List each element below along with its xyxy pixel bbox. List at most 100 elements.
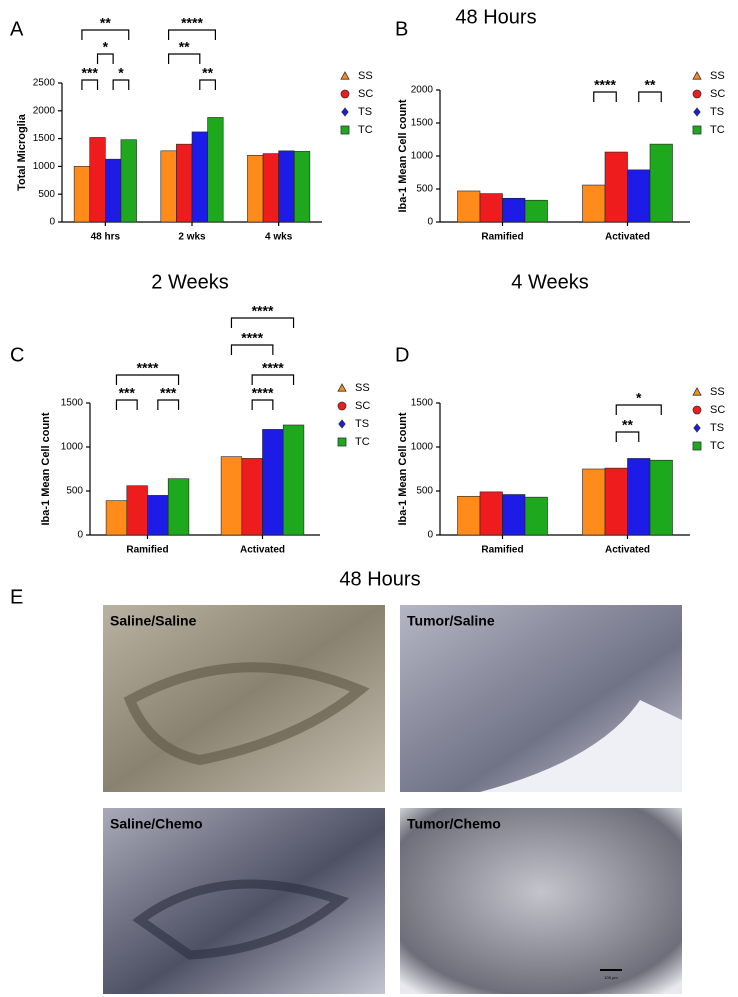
tissue-layer [123, 662, 370, 766]
image-label: Tumor/Chemo [407, 816, 501, 832]
legend-marker [338, 419, 346, 429]
significance-bracket [251, 374, 295, 385]
legend-marker [692, 71, 702, 80]
legend-label: SS [355, 382, 370, 394]
image-label: Saline/Chemo [110, 816, 203, 832]
bar [278, 150, 295, 223]
y-tick-label: 0 [49, 217, 55, 228]
y-tick-label: 1000 [411, 442, 434, 453]
significance-bracket [112, 79, 130, 90]
significance-bracket [199, 79, 216, 90]
significance-label: **** [241, 330, 263, 346]
legend-marker [692, 387, 702, 396]
micrograph [103, 605, 385, 792]
panel-letter: B [395, 18, 408, 40]
bar [160, 150, 177, 223]
legend-label: TS [710, 422, 724, 434]
bar [105, 500, 128, 536]
bar [524, 496, 548, 536]
significance-bracket [168, 29, 216, 40]
bar [105, 158, 122, 223]
bar [479, 491, 503, 536]
legend-label: SS [710, 70, 725, 82]
y-tick-label: 500 [416, 486, 433, 497]
y-tick-label: 1500 [411, 398, 434, 409]
significance-bracket [638, 91, 662, 102]
tissue-edge [480, 700, 682, 792]
chart-title: 48 Hours [455, 6, 536, 28]
significance-label: ** [179, 39, 190, 55]
bar [262, 153, 279, 223]
significance-label: * [636, 390, 642, 406]
bar [524, 199, 548, 223]
bar [293, 151, 311, 223]
bar [247, 154, 264, 223]
bar [120, 139, 137, 223]
significance-label: *** [119, 385, 136, 401]
x-tick-label: 4 wks [265, 232, 293, 243]
bar [167, 478, 190, 536]
bar [73, 166, 91, 223]
panel-letter: C [10, 344, 24, 366]
legend-marker [337, 437, 347, 447]
bar [241, 458, 263, 536]
bar [582, 184, 606, 223]
legend-marker [337, 401, 347, 411]
y-tick-label: 1500 [61, 398, 84, 409]
x-tick-label: Activated [240, 545, 285, 556]
significance-bracket [615, 431, 640, 442]
significance-label: *** [160, 385, 177, 401]
bar [191, 131, 208, 223]
bar [457, 190, 481, 223]
legend-marker [692, 405, 702, 415]
panel-letter: E [10, 586, 23, 608]
bar [627, 458, 651, 536]
bar [262, 429, 284, 536]
y-tick-label: 1500 [411, 118, 434, 129]
significance-label: * [118, 65, 124, 81]
x-tick-label: Activated [605, 232, 650, 243]
legend-label: TC [710, 440, 725, 452]
significance-label: ** [645, 77, 656, 93]
significance-bracket [115, 399, 138, 410]
legend-label: SS [358, 70, 373, 82]
significance-label: **** [262, 360, 284, 376]
significance-bracket [251, 399, 274, 410]
legend-marker [692, 125, 702, 135]
significance-bracket [115, 374, 180, 385]
panel-title: 48 Hours [339, 568, 420, 590]
y-tick-label: 2500 [33, 78, 56, 89]
y-tick-label: 500 [38, 189, 55, 200]
legend-marker [692, 89, 702, 99]
y-axis-label: Iba-1 Mean Cell count [397, 412, 409, 525]
bar [282, 424, 305, 536]
x-tick-label: Activated [605, 545, 650, 556]
y-tick-label: 500 [416, 184, 433, 195]
y-tick-label: 1000 [61, 442, 84, 453]
significance-label: **** [252, 385, 274, 401]
bar [176, 143, 193, 223]
legend-marker [337, 383, 347, 392]
image-label: Tumor/Saline [407, 613, 495, 629]
significance-label: ** [622, 417, 633, 433]
bar [627, 169, 651, 223]
legend-marker [340, 89, 350, 99]
y-tick-label: 1500 [33, 133, 56, 144]
legend-label: TS [355, 418, 369, 430]
bar [207, 117, 224, 223]
legend-marker [340, 125, 350, 135]
legend-label: TC [358, 124, 373, 136]
bar [649, 143, 673, 223]
x-tick-label: Ramified [481, 545, 523, 556]
significance-label: ** [100, 15, 111, 31]
legend-label: SC [710, 88, 725, 100]
bar [604, 151, 628, 223]
significance-bracket [96, 53, 114, 64]
legend-marker [692, 441, 702, 451]
significance-bracket [81, 29, 130, 40]
significance-label: * [103, 39, 109, 55]
significance-label: **** [252, 303, 274, 319]
significance-label: ** [202, 65, 213, 81]
micrograph [400, 808, 682, 994]
